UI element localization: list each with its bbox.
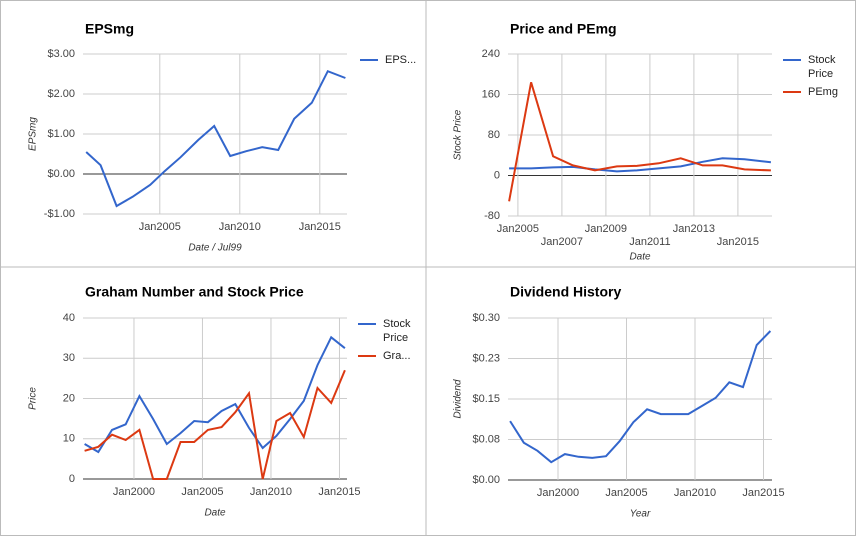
legend-swatch	[360, 59, 378, 61]
legend-label: PEmg	[808, 86, 838, 98]
x-axis-title: Date	[204, 508, 226, 519]
chart-title: Graham Number and Stock Price	[85, 284, 304, 300]
legend-item: PEmg	[783, 85, 842, 99]
series-line	[84, 335, 346, 454]
series-line	[84, 369, 346, 480]
legend-swatch	[783, 59, 801, 61]
x-tick-label: Jan2010	[674, 487, 716, 499]
series-line	[509, 330, 772, 464]
y-axis-title: Stock Price	[453, 109, 464, 160]
legend-swatch	[358, 323, 376, 325]
y-axis-title: Price	[28, 387, 39, 410]
y-tick-label: $0.30	[472, 312, 500, 324]
x-tick-label: Jan2005	[139, 221, 181, 233]
x-axis-title: Year	[630, 509, 651, 520]
x-tick-label: Jan2000	[537, 487, 579, 499]
legend-label: Stock Price	[383, 318, 411, 344]
chart-title: Dividend History	[510, 284, 621, 300]
y-tick-label: $0.08	[472, 433, 500, 445]
series-line	[509, 157, 772, 173]
x-tick-label: Jan2005	[181, 486, 223, 498]
y-tick-label: $0.15	[472, 393, 500, 405]
x-tick-label: Jan2015	[318, 486, 360, 498]
legend-swatch	[783, 91, 801, 93]
y-tick-label: 20	[63, 392, 75, 404]
x-tick-label: Jan2013	[673, 223, 715, 235]
legend-label: Gra...	[383, 350, 411, 362]
chart-title: Price and PEmg	[510, 21, 617, 37]
series-line	[85, 69, 346, 208]
y-tick-label: $0.23	[472, 352, 500, 364]
x-tick-label: Jan2010	[250, 486, 292, 498]
series-line	[508, 82, 771, 202]
y-tick-label: $1.00	[47, 128, 75, 140]
y-tick-label: 10	[63, 433, 75, 445]
x-tick-label: Jan2011	[629, 236, 670, 248]
y-tick-label: 80	[488, 129, 500, 141]
y-tick-label: 240	[482, 48, 500, 60]
legend-item: Stock Price	[783, 53, 842, 81]
x-tick-label: Jan2010	[219, 221, 261, 233]
y-axis-title: Dividend	[453, 379, 464, 418]
y-tick-label: $0.00	[472, 474, 500, 486]
y-axis-title: EPSmg	[28, 117, 39, 151]
y-tick-label: $3.00	[47, 48, 75, 60]
x-axis-title: Date / Jul99	[188, 243, 242, 254]
chart-title: EPSmg	[85, 21, 134, 37]
x-tick-label: Jan2015	[717, 236, 759, 248]
x-tick-label: Jan2015	[299, 221, 341, 233]
legend-item: Gra...	[358, 349, 417, 363]
x-tick-label: Jan2009	[585, 223, 627, 235]
legend-item: Stock Price	[358, 317, 417, 345]
x-tick-label: Jan2000	[113, 486, 155, 498]
x-axis-title: Date	[629, 252, 651, 263]
x-tick-label: Jan2005	[605, 487, 647, 499]
y-tick-label: 0	[69, 473, 75, 485]
y-tick-label: 40	[63, 312, 75, 324]
y-tick-label: $0.00	[47, 168, 75, 180]
legend-swatch	[358, 355, 376, 357]
y-tick-label: $2.00	[47, 88, 75, 100]
legend-label: Stock Price	[808, 54, 836, 80]
y-tick-label: -$1.00	[44, 208, 75, 220]
legend-item: EPS...	[360, 53, 419, 67]
x-tick-label: Jan2005	[497, 223, 539, 235]
x-tick-label: Jan2015	[742, 487, 784, 499]
y-tick-label: 0	[494, 169, 500, 181]
y-tick-label: 30	[63, 352, 75, 364]
x-tick-label: Jan2007	[541, 236, 583, 248]
y-tick-label: -80	[484, 210, 500, 222]
y-tick-label: 160	[482, 88, 500, 100]
legend-label: EPS...	[385, 54, 417, 66]
